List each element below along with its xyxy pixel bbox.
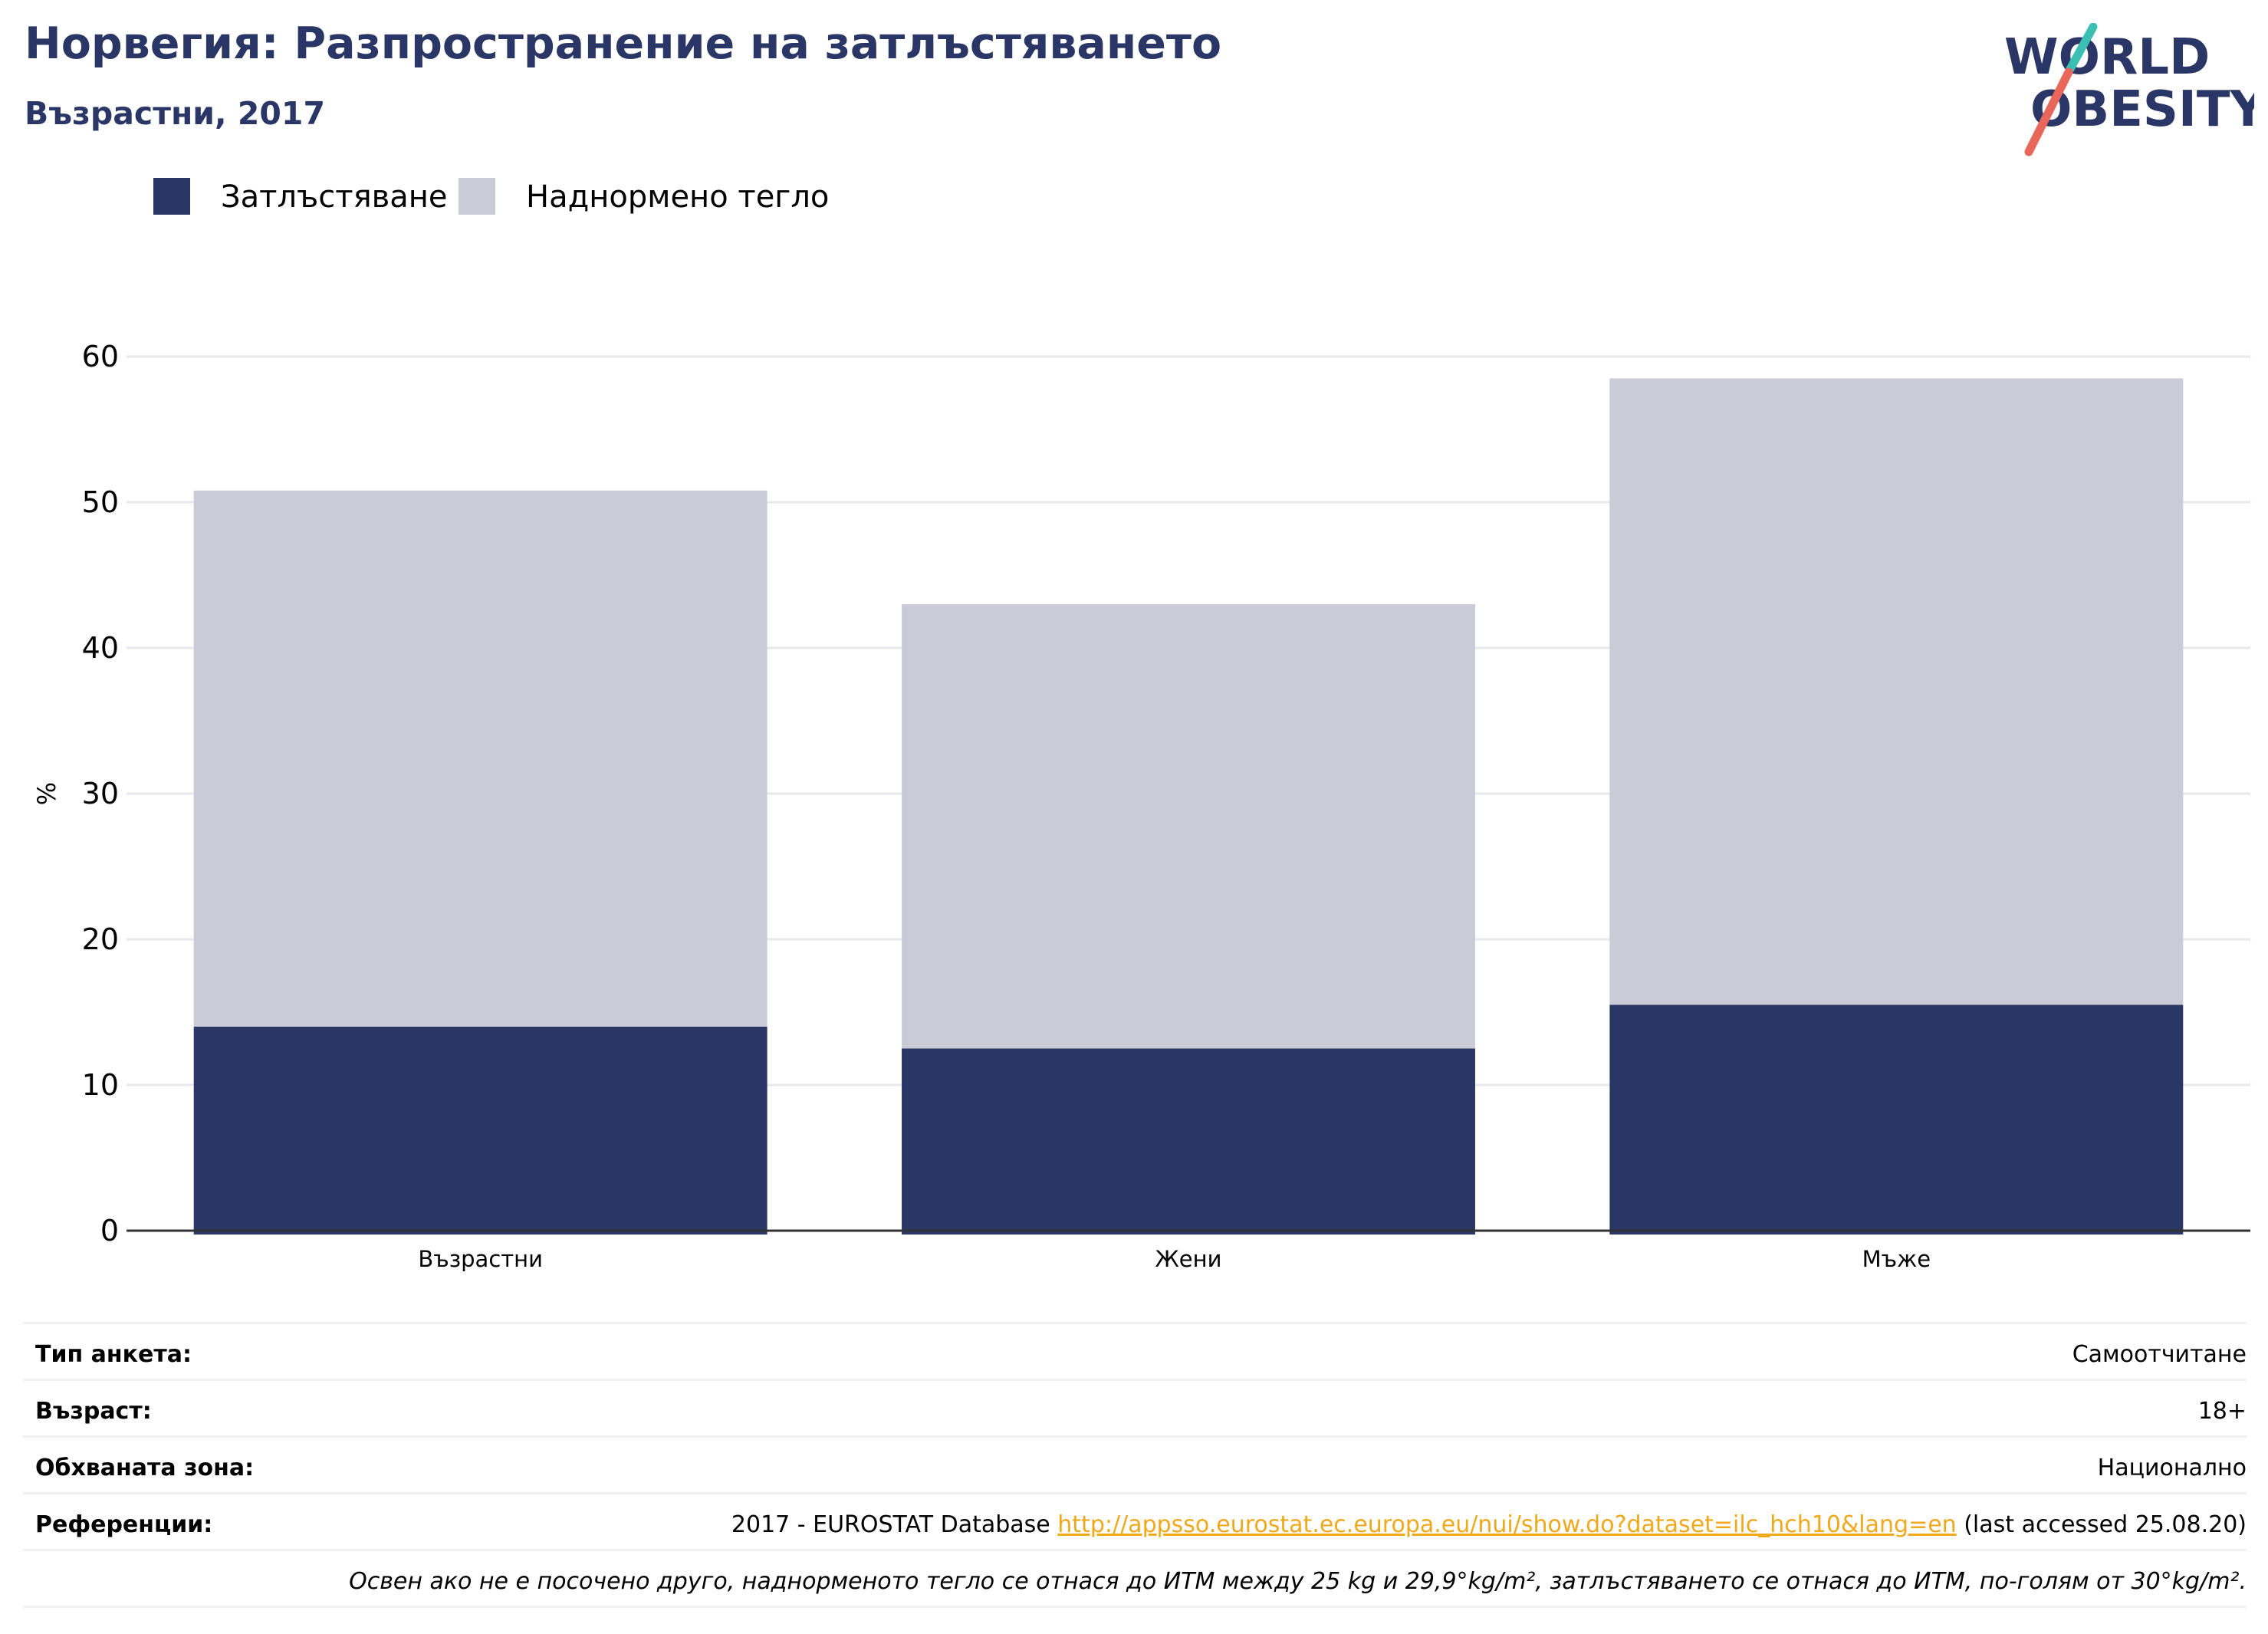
page-subtitle: Възрастни, 2017	[25, 95, 325, 132]
y-axis-title: %	[32, 782, 61, 805]
legend-label-overweight: Наднормено тегло	[526, 179, 830, 215]
stacked-bar-chart: 0 10 20 30 40 50 60% Възрастни Жени Мъже	[32, 340, 2250, 1272]
y-tick-label: 50	[82, 485, 119, 519]
y-tick-label: 60	[82, 340, 119, 373]
info-key-references: Референции:	[35, 1511, 213, 1538]
y-tick-label: 0	[100, 1214, 119, 1248]
reference-link[interactable]: http://appsso.eurostat.ec.europa.eu/nui/…	[1057, 1511, 1957, 1538]
x-tick-label: Мъже	[1862, 1246, 1931, 1272]
info-row-references: Референции: 2017 - EUROSTAT Database htt…	[23, 1492, 2247, 1549]
info-row-note: Освен ако не е посочено друго, наднормен…	[23, 1549, 2247, 1608]
logo-line1: WORLD	[2004, 29, 2210, 86]
world-obesity-logo: WORLD OBESITY	[2004, 23, 2254, 156]
info-row-age: Възраст: 18+	[23, 1379, 2247, 1435]
y-tick-label: 10	[82, 1068, 119, 1102]
bar-segment	[193, 490, 768, 1027]
bar-segment	[193, 1027, 768, 1235]
reference-prefix: 2017 - EUROSTAT Database	[731, 1511, 1058, 1538]
legend-label-obesity: Затлъстяване	[221, 179, 448, 215]
legend-swatch-overweight	[459, 178, 495, 215]
logo-slash-bottom	[2024, 67, 2073, 156]
info-key-area: Обхваната зона:	[35, 1455, 255, 1481]
info-key-survey-type: Тип анкета:	[35, 1341, 192, 1368]
bar-segment	[902, 1048, 1475, 1235]
info-value-age: 18+	[2197, 1398, 2247, 1425]
definition-note: Освен ако не е посочено друго, наднормен…	[349, 1568, 2247, 1595]
x-tick-label: Възрастни	[418, 1246, 543, 1272]
reference-suffix: (last accessed 25.08.20)	[1956, 1511, 2247, 1538]
legend-swatch-obesity	[153, 178, 190, 215]
y-tick-label: 30	[82, 777, 119, 810]
bar-segment	[1609, 378, 2184, 1005]
bar-segment	[902, 604, 1475, 1049]
info-row-survey-type: Тип анкета: Самоотчитане	[23, 1322, 2247, 1379]
y-tick-label: 20	[82, 922, 119, 956]
info-row-area: Обхваната зона: Национално	[23, 1435, 2247, 1492]
info-key-age: Възраст:	[35, 1398, 152, 1425]
info-value-survey-type: Самоотчитане	[2072, 1341, 2247, 1368]
info-table: Тип анкета: Самоотчитане Възраст: 18+ Об…	[23, 1322, 2247, 1608]
info-value-references: 2017 - EUROSTAT Database http://appsso.e…	[731, 1511, 2247, 1538]
bar-segment	[1609, 1004, 2184, 1235]
page-title: Норвегия: Разпространение на затлъстяван…	[25, 18, 1222, 69]
y-tick-label: 40	[82, 631, 119, 665]
x-tick-label: Жени	[1155, 1246, 1222, 1272]
logo-line2: OBESITY	[2030, 81, 2254, 138]
logo-slash-top	[2066, 23, 2098, 74]
info-value-area: Национално	[2097, 1455, 2247, 1481]
